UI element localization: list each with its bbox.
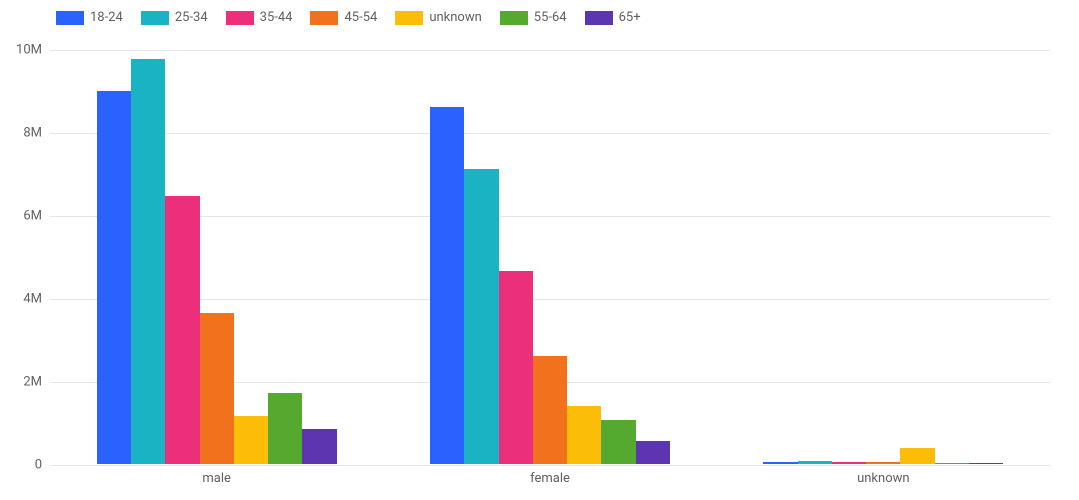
legend-label: 35-44 [260, 10, 293, 25]
gridline [50, 50, 1050, 51]
bar-female-55-64 [601, 420, 635, 464]
legend-swatch [395, 11, 423, 25]
ytick-label: 10M [16, 43, 50, 58]
bar-female-65+ [636, 441, 670, 464]
legend-swatch [56, 11, 84, 25]
bar-male-25-34 [131, 59, 165, 464]
bar-male-18-24 [97, 91, 131, 465]
legend-item-65+: 65+ [585, 10, 641, 25]
legend-item-55-64: 55-64 [500, 10, 567, 25]
bar-female-25-34 [464, 169, 498, 464]
legend-label: 18-24 [90, 10, 123, 25]
legend-label: unknown [429, 10, 481, 25]
bar-unknown-35-44 [832, 462, 866, 464]
legend-item-35-44: 35-44 [226, 10, 293, 25]
bar-unknown-18-24 [763, 462, 797, 464]
legend-swatch [141, 11, 169, 25]
legend-label: 25-34 [175, 10, 208, 25]
legend-item-18-24: 18-24 [56, 10, 123, 25]
bar-unknown-65+ [969, 463, 1003, 464]
legend-swatch [310, 11, 338, 25]
bar-female-45-54 [533, 356, 567, 464]
demographics-chart: 18-2425-3435-4445-54unknown55-6465+ 02M4… [0, 0, 1079, 500]
gridline [50, 216, 1050, 217]
gridline [50, 299, 1050, 300]
legend-swatch [500, 11, 528, 25]
xaxis-label: female [530, 465, 570, 486]
legend-label: 65+ [619, 10, 641, 25]
bar-female-18-24 [430, 107, 464, 464]
legend-item-25-34: 25-34 [141, 10, 208, 25]
bar-male-unknown [234, 416, 268, 464]
legend-item-unknown: unknown [395, 10, 481, 25]
chart-plot-area: 02M4M6M8M10Mmalefemaleunknown [50, 50, 1050, 465]
legend-label: 45-54 [344, 10, 377, 25]
ytick-label: 8M [23, 126, 50, 141]
chart-legend: 18-24 25-34 35-44 45-54 unknown 55-64 65+ [56, 10, 641, 25]
bar-unknown-45-54 [866, 462, 900, 464]
bar-female-unknown [567, 406, 601, 464]
legend-label: 55-64 [534, 10, 567, 25]
bar-male-45-54 [200, 313, 234, 464]
bar-female-35-44 [499, 271, 533, 464]
xaxis-label: unknown [857, 465, 909, 486]
legend-swatch [585, 11, 613, 25]
gridline [50, 133, 1050, 134]
legend-swatch [226, 11, 254, 25]
legend-item-45-54: 45-54 [310, 10, 377, 25]
bar-unknown-unknown [900, 448, 934, 464]
bar-unknown-55-64 [935, 463, 969, 464]
bar-unknown-25-34 [798, 461, 832, 464]
xaxis-label: male [202, 465, 231, 486]
ytick-label: 0 [35, 458, 50, 473]
ytick-label: 6M [23, 209, 50, 224]
ytick-label: 4M [23, 292, 50, 307]
bar-male-35-44 [165, 196, 199, 464]
ytick-label: 2M [23, 375, 50, 390]
bar-male-55-64 [268, 393, 302, 464]
bar-male-65+ [302, 429, 336, 464]
